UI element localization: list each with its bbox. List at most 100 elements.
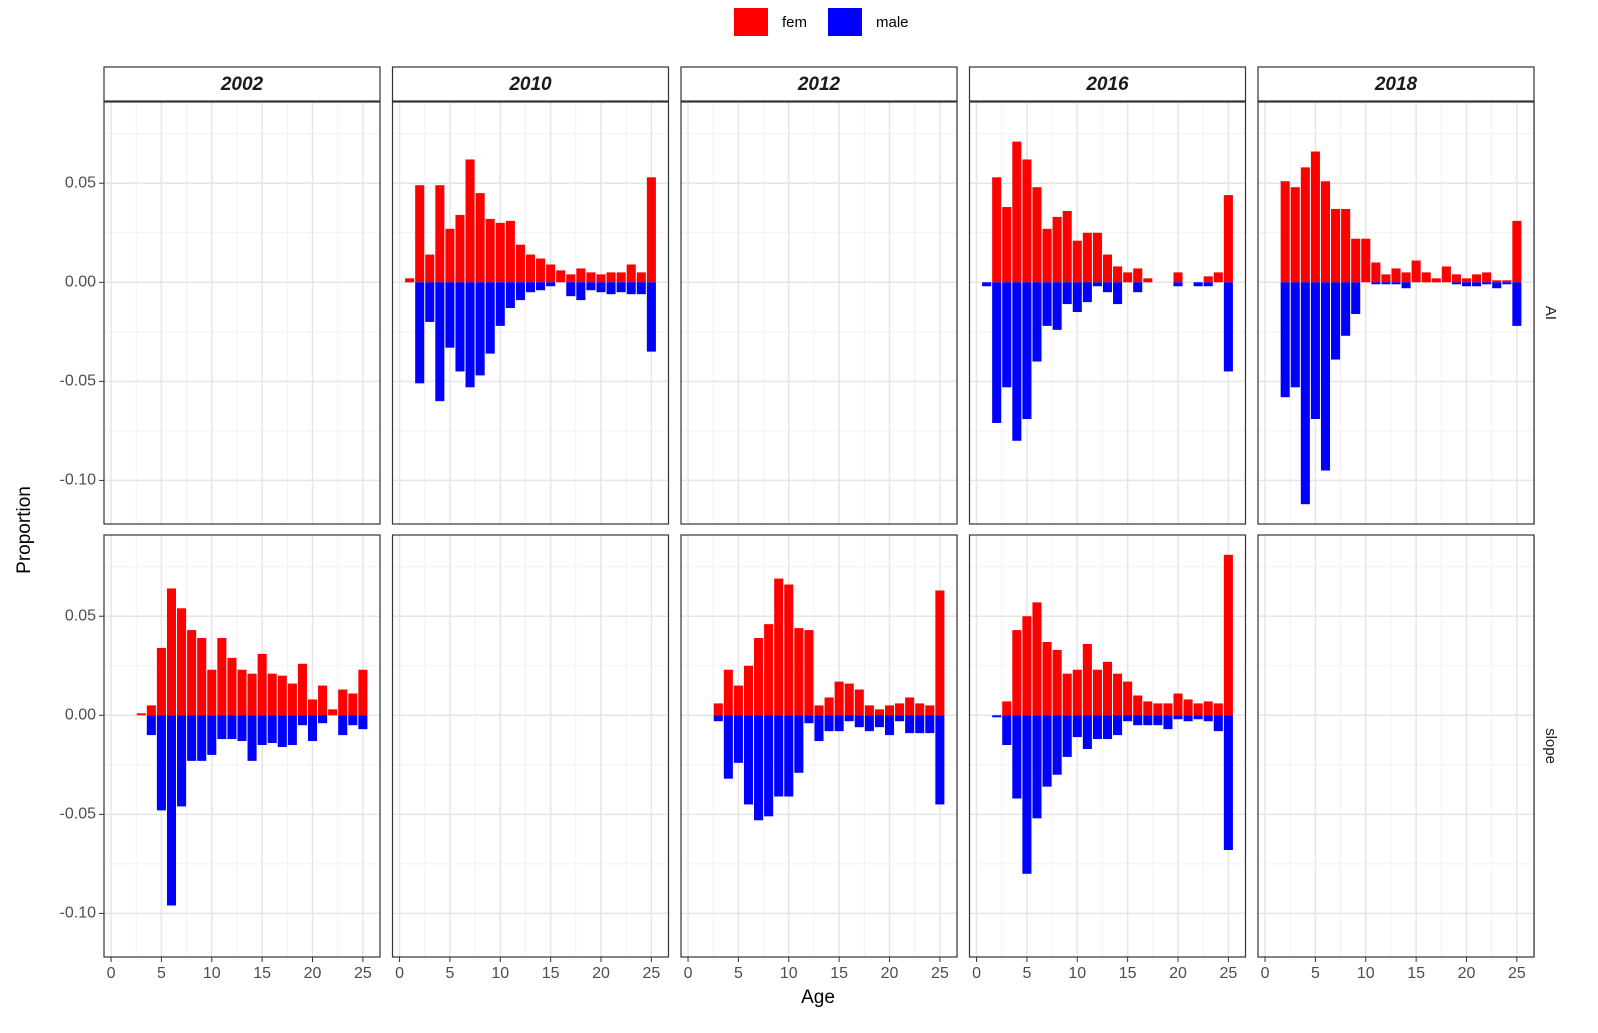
bar — [1502, 282, 1512, 285]
bar — [435, 282, 445, 402]
bar — [1113, 673, 1123, 716]
bar — [1482, 282, 1492, 285]
bar — [1341, 282, 1351, 336]
bar — [338, 715, 348, 736]
bar — [1223, 282, 1233, 372]
bar — [1310, 282, 1320, 419]
panel-border — [103, 101, 381, 525]
bar — [1062, 715, 1072, 757]
bar — [1173, 693, 1183, 716]
row-strip-label: slope — [1542, 728, 1559, 764]
bar — [415, 185, 425, 283]
bar — [465, 159, 475, 283]
bar — [774, 578, 784, 716]
bar — [1042, 228, 1052, 283]
bar — [1002, 207, 1012, 283]
panel-border — [680, 101, 958, 525]
bar — [1133, 268, 1143, 283]
bar — [1492, 282, 1502, 289]
x-tick-label: 10 — [491, 965, 509, 982]
bar — [247, 715, 257, 761]
bar — [136, 713, 146, 716]
strip — [391, 66, 670, 102]
bar — [1381, 282, 1391, 285]
bar — [915, 715, 925, 734]
bar — [743, 665, 754, 716]
bar — [546, 264, 556, 283]
bar — [297, 715, 307, 726]
bar — [1113, 282, 1123, 305]
bar — [646, 177, 656, 283]
bar — [1472, 282, 1482, 287]
bar — [1143, 701, 1153, 716]
legend-swatch — [734, 8, 768, 36]
x-tick-label: 10 — [1357, 965, 1375, 982]
bar — [723, 715, 733, 779]
bar — [1072, 715, 1082, 738]
bar — [485, 218, 495, 283]
x-tick-label: 25 — [642, 965, 660, 982]
x-tick-label: 25 — [931, 965, 949, 982]
y-tick-label: -0.05 — [60, 806, 97, 823]
bar — [794, 628, 804, 716]
bar — [1203, 282, 1213, 287]
y-tick-label: 0.00 — [65, 707, 96, 724]
x-tick-label: 0 — [395, 965, 404, 982]
x-tick-label: 0 — [1261, 965, 1270, 982]
bar — [925, 705, 935, 716]
panel-border — [391, 534, 670, 958]
panel-border — [968, 101, 1247, 525]
bar — [1421, 272, 1431, 283]
bar — [1351, 282, 1361, 314]
bar — [1461, 282, 1472, 287]
bar — [197, 715, 207, 761]
bar — [925, 715, 935, 734]
x-tick-label: 0 — [684, 965, 693, 982]
x-tick-label: 0 — [972, 965, 981, 982]
bar — [874, 709, 884, 716]
bar — [1102, 254, 1113, 283]
bar — [1022, 616, 1032, 716]
bar — [1401, 282, 1411, 289]
bar — [1133, 282, 1143, 293]
bar — [1320, 181, 1331, 283]
x-tick-label: 20 — [1169, 965, 1187, 982]
bar — [207, 715, 217, 755]
x-tick-label: 10 — [203, 965, 221, 982]
x-tick-label: 5 — [445, 965, 454, 982]
bar — [1072, 669, 1082, 716]
bar — [156, 647, 166, 716]
panel-background — [1258, 535, 1534, 957]
bar — [1032, 187, 1042, 283]
bar — [1223, 715, 1233, 851]
bar — [1062, 673, 1072, 716]
bar — [425, 254, 435, 283]
bar — [1290, 282, 1300, 388]
bar — [1032, 282, 1042, 362]
bar — [1042, 282, 1052, 326]
bar — [1012, 630, 1022, 716]
strip-label: 2018 — [1374, 74, 1418, 95]
bar — [1092, 669, 1102, 716]
bar — [1002, 701, 1012, 716]
bar — [804, 630, 814, 716]
x-tick-label: 20 — [881, 965, 899, 982]
bar — [1183, 715, 1193, 722]
bar — [1193, 703, 1203, 716]
bar — [556, 270, 566, 283]
bar — [1102, 661, 1113, 716]
bar — [1153, 703, 1163, 716]
bar — [348, 715, 358, 726]
bar — [358, 715, 368, 730]
panel-border — [1257, 534, 1535, 958]
x-tick-label: 20 — [592, 965, 610, 982]
bar — [515, 244, 525, 283]
bar — [1502, 280, 1512, 283]
bar — [566, 274, 576, 283]
bar — [1492, 280, 1502, 283]
bar — [774, 715, 784, 797]
bar — [884, 705, 895, 716]
bar — [1213, 703, 1223, 716]
panel-background — [969, 535, 1246, 957]
bar — [1213, 715, 1223, 732]
